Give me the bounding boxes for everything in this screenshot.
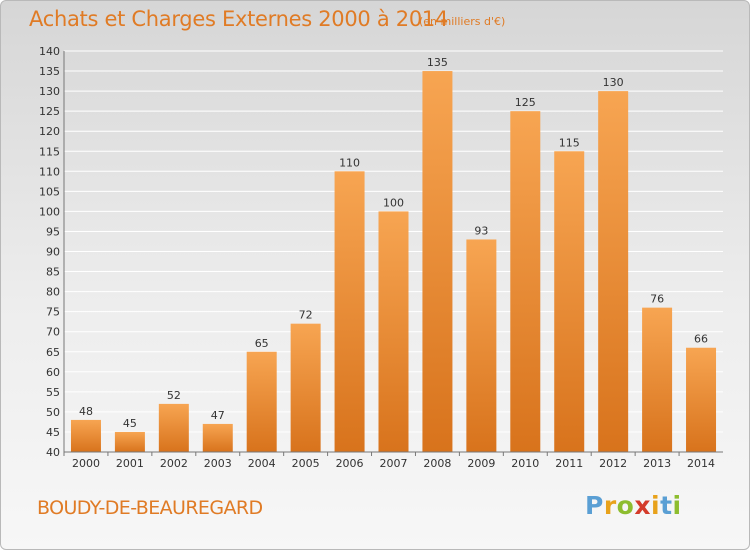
x-tick-label: 2009 [467, 457, 495, 470]
y-tick-label: 140 [39, 45, 60, 58]
bar-value-label: 115 [559, 136, 580, 149]
logo-letter: o [616, 491, 635, 520]
y-tick-label: 125 [39, 105, 60, 118]
x-tick-label: 2012 [599, 457, 627, 470]
bar-value-label: 93 [474, 224, 488, 237]
bar [378, 211, 409, 452]
bar [114, 431, 145, 452]
x-tick-label: 2007 [380, 457, 408, 470]
bar [290, 323, 321, 452]
bar-value-label: 45 [123, 417, 137, 430]
x-tick-label: 2008 [423, 457, 451, 470]
y-tick-label: 115 [39, 145, 60, 158]
bar [554, 151, 585, 452]
bar [466, 239, 497, 452]
y-tick-label: 130 [39, 85, 60, 98]
y-tick-label: 85 [46, 266, 60, 279]
bars [70, 71, 717, 453]
y-tick-label: 95 [46, 225, 60, 238]
bar-value-label: 66 [694, 333, 708, 346]
x-tick-label: 2014 [687, 457, 715, 470]
bar [642, 307, 673, 452]
bar [422, 71, 453, 453]
bar [202, 423, 233, 452]
logo-letter: i [672, 491, 682, 520]
unit-note: (en milliers d'€) [419, 15, 506, 28]
bar [510, 111, 541, 453]
bar [686, 347, 717, 452]
x-tick-label: 2005 [292, 457, 320, 470]
x-tick-label: 2011 [555, 457, 583, 470]
bar [334, 171, 365, 453]
y-tick-label: 50 [46, 406, 60, 419]
logo-letter: t [660, 491, 673, 520]
bar-value-label: 135 [427, 56, 448, 69]
proxiti-logo: Proxiti [585, 491, 682, 520]
x-tick-label: 2002 [160, 457, 188, 470]
bar-value-label: 72 [299, 309, 313, 322]
x-tick-label: 2000 [72, 457, 100, 470]
bar [246, 351, 277, 452]
y-tick-label: 90 [46, 246, 60, 259]
y-tick-label: 65 [46, 346, 60, 359]
logo-letter: i [651, 491, 661, 520]
y-tick-label: 110 [39, 165, 60, 178]
y-tick-label: 70 [46, 326, 60, 339]
bar [158, 403, 189, 452]
bar-value-label: 47 [211, 409, 225, 422]
x-tick-label: 2004 [248, 457, 276, 470]
chart-title: Achats et Charges Externes 2000 à 2014 [29, 7, 449, 31]
y-tick-label: 100 [39, 205, 60, 218]
x-tick-label: 2003 [204, 457, 232, 470]
y-axis: 40 45 50 55 60 65 70 75 80 85 90 95 100 105 110 115 120 1… [39, 45, 65, 459]
bar-value-label: 100 [383, 196, 404, 209]
y-tick-label: 75 [46, 306, 60, 319]
bar-value-label: 48 [79, 405, 93, 418]
y-tick-label: 80 [46, 286, 60, 299]
value-labels: 48 45 52 47 65 72 110 100 135 93 125 115 130 76 66 [79, 56, 708, 430]
x-tick-label: 2013 [643, 457, 671, 470]
bar [598, 91, 629, 452]
commune-name: BOUDY-DE-BEAUREGARD [37, 497, 263, 519]
logo-letter: x [634, 491, 651, 520]
x-tick-label: 2010 [511, 457, 539, 470]
bar-value-label: 52 [167, 389, 181, 402]
bar-value-label: 76 [650, 293, 664, 306]
bar-value-label: 65 [255, 337, 269, 350]
logo-letter: r [603, 491, 617, 520]
y-tick-label: 40 [46, 446, 60, 459]
x-tick-label: 2006 [336, 457, 364, 470]
y-tick-label: 120 [39, 125, 60, 138]
bar [70, 419, 101, 452]
y-tick-label: 60 [46, 366, 60, 379]
y-tick-label: 45 [46, 426, 60, 439]
bar-value-label: 130 [603, 76, 624, 89]
y-tick-label: 105 [39, 185, 60, 198]
y-tick-label: 55 [46, 386, 60, 399]
y-tick-label: 135 [39, 65, 60, 78]
x-tick-label: 2001 [116, 457, 144, 470]
logo-letter: P [585, 491, 604, 520]
bar-value-label: 125 [515, 96, 536, 109]
x-axis: 2000 2001 2002 2003 2004 2005 2006 2007 2008 2009… [63, 451, 723, 470]
bar-value-label: 110 [339, 156, 360, 169]
